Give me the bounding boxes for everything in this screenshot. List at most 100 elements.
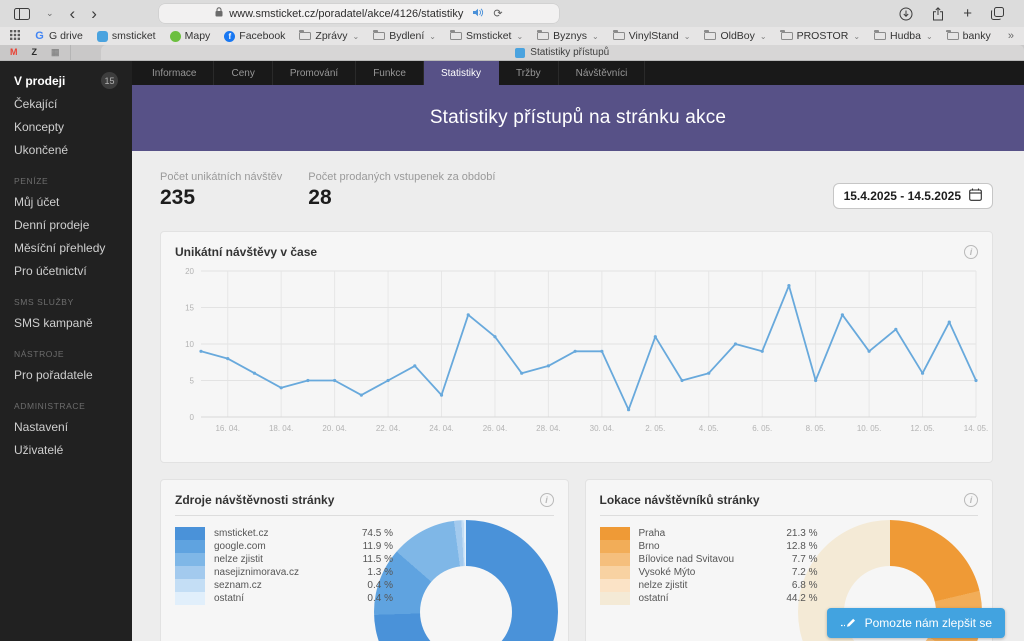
- sidebar-item-nastaven[interactable]: Nastavení: [0, 415, 132, 438]
- sidebar-item-label: Měsíční přehledy: [14, 240, 106, 255]
- info-icon[interactable]: i: [964, 493, 978, 507]
- downloads-icon[interactable]: [899, 7, 913, 21]
- new-tab-icon[interactable]: +: [963, 5, 972, 22]
- bookmark-byznys[interactable]: Byznys ⌄: [536, 30, 599, 42]
- legend-label: ostatní: [638, 593, 669, 604]
- bookmark-zpr-vy[interactable]: Zprávy ⌄: [299, 30, 359, 42]
- tab-informace[interactable]: Informace: [135, 61, 215, 85]
- legend-swatch: [599, 579, 630, 592]
- bookmark-g-drive[interactable]: G G drive: [34, 30, 83, 42]
- feedback-button[interactable]: Pomozte nám zlepšit se: [826, 608, 1005, 638]
- info-icon[interactable]: i: [539, 493, 554, 507]
- legend-label: nasejiznimorava.cz: [214, 567, 300, 578]
- sidebar-item-sms-kampan[interactable]: SMS kampaně: [0, 311, 132, 334]
- sidebar-item-m-j-et[interactable]: Můj účet: [0, 190, 132, 213]
- bookmark-facebook[interactable]: f Facebook: [224, 30, 285, 42]
- bookmark-label: Byznys: [553, 30, 588, 42]
- stat-unique-visits: Počet unikátních návštěv 235: [160, 171, 282, 210]
- tab-n-v-t-vn-ci[interactable]: Návštěvníci: [559, 61, 646, 85]
- sidebar-item-pro-etnictv[interactable]: Pro účetnictví: [0, 259, 132, 282]
- card-head: Zdroje návštěvnosti stránky i: [175, 493, 554, 516]
- legend-item-ostatn: ostatní 44.2 %: [599, 592, 818, 605]
- url-text: www.smsticket.cz/poradatel/akce/4126/sta…: [229, 7, 464, 20]
- chevron-down-icon[interactable]: ⌄: [46, 8, 54, 18]
- bookmark-bydlen[interactable]: Bydlení ⌄: [373, 30, 436, 42]
- reload-icon[interactable]: ⟳: [493, 8, 503, 20]
- tab-overview-icon[interactable]: [991, 7, 1004, 20]
- speaker-icon[interactable]: [473, 7, 484, 20]
- address-bar[interactable]: www.smsticket.cz/poradatel/akce/4126/sta…: [158, 4, 559, 23]
- legend-label: Praha: [638, 528, 666, 539]
- facebook-favicon: f: [224, 30, 236, 42]
- sidebar-item-ekaj-c[interactable]: Čekající: [0, 92, 132, 115]
- folder-icon: [946, 30, 959, 40]
- legend-label: Brno: [638, 541, 660, 552]
- sidebar-item-m-s-n-p-ehledy[interactable]: Měsíční přehledy: [0, 236, 132, 259]
- folder-icon: [873, 30, 887, 40]
- card-title: Zdroje návštěvnosti stránky: [175, 493, 335, 507]
- bookmark-oldboy[interactable]: OldBoy ⌄: [704, 30, 767, 42]
- stat-tickets-sold: Počet prodaných vstupenek za období 28: [308, 171, 495, 210]
- svg-text:6. 05.: 6. 05.: [752, 424, 772, 433]
- info-icon[interactable]: i: [964, 245, 978, 259]
- svg-text:24. 04.: 24. 04.: [429, 424, 453, 433]
- toolbar-left: ⌄ ‹ ›: [14, 5, 97, 22]
- tab-tr-by[interactable]: Tržby: [499, 61, 559, 85]
- legend-swatch: [175, 553, 205, 566]
- sidebar-item-label: Koncepty: [14, 119, 65, 134]
- legend-value: 44.2 %: [786, 593, 818, 604]
- bookmark-prostor[interactable]: PROSTOR ⌄: [780, 30, 861, 42]
- bookmark-smsticket[interactable]: Smsticket ⌄: [449, 30, 523, 42]
- sidebar-item-v-prodeji[interactable]: V prodeji 15: [0, 69, 132, 92]
- chevron-down-icon: ⌄: [429, 31, 436, 41]
- svg-text:20: 20: [185, 267, 194, 276]
- bookmark-mapy[interactable]: Mapy: [169, 30, 210, 42]
- toolbar-right: +: [899, 6, 1004, 21]
- bookmark-smsticket[interactable]: smsticket: [96, 30, 156, 42]
- notes-app-pinned-tab-icon[interactable]: ▦: [51, 47, 60, 57]
- svg-text:5: 5: [190, 377, 195, 386]
- bookmark-vinylstand[interactable]: VinylStand ⌄: [612, 30, 690, 42]
- count-badge: 15: [101, 72, 118, 89]
- sidebar-item-koncepty[interactable]: Koncepty: [0, 115, 132, 138]
- page-content: Počet unikátních návštěv 235 Počet proda…: [132, 151, 1024, 641]
- card-head: Lokace návštěvníků stránky i: [599, 493, 978, 516]
- browser-chrome: ⌄ ‹ › www.smsticket.cz/poradatel/akce/41…: [0, 0, 1024, 61]
- traffic-sources-donut: [373, 520, 558, 641]
- browser-tab-active[interactable]: Statistiky přístupů: [100, 45, 1024, 60]
- chevron-down-icon: ⌄: [853, 31, 861, 41]
- sidebar-item-denn-prodeje[interactable]: Denní prodeje: [0, 213, 132, 236]
- sidebar-section-pen-ze: PENÍZE: [14, 176, 49, 186]
- sidebar-section-n-stroje: NÁSTROJE: [14, 349, 65, 359]
- bookmarks-grid-icon[interactable]: [10, 29, 20, 43]
- stat-value: 235: [160, 186, 196, 209]
- sidebar-item-label: SMS kampaně: [14, 315, 93, 330]
- sidebar-item-label: Ukončené: [14, 142, 69, 157]
- bookmarks-overflow-icon[interactable]: »: [1007, 30, 1014, 42]
- share-icon[interactable]: [932, 6, 944, 21]
- bookmark-hudba[interactable]: Hudba ⌄: [873, 30, 933, 42]
- svg-text:16. 04.: 16. 04.: [215, 424, 239, 433]
- date-range-picker[interactable]: 15.4.2025 - 14.5.2025: [832, 183, 993, 209]
- sidebar-item-ukon-en[interactable]: Ukončené: [0, 138, 132, 161]
- gmail-pinned-tab-icon[interactable]: M: [10, 47, 18, 57]
- calendar-icon: [969, 188, 982, 204]
- bookmark-banky[interactable]: banky⌄: [946, 30, 994, 42]
- svg-text:14. 05.: 14. 05.: [964, 424, 988, 433]
- legend-swatch: [599, 553, 630, 566]
- forward-icon[interactable]: ›: [91, 4, 97, 23]
- legend-value: 74.5 %: [361, 528, 393, 539]
- back-icon[interactable]: ‹: [69, 4, 76, 23]
- bookmark-label: Smsticket: [465, 30, 512, 42]
- tab-funkce[interactable]: Funkce: [356, 61, 424, 85]
- mapy-favicon: [169, 30, 181, 42]
- z-app-pinned-tab-icon[interactable]: Z: [31, 47, 38, 57]
- tab-ceny[interactable]: Ceny: [214, 61, 273, 85]
- tab-promov-n[interactable]: Promování: [273, 61, 357, 85]
- sidebar-item-u-ivatel[interactable]: Uživatelé: [0, 438, 132, 461]
- sidebar-toggle-icon[interactable]: [14, 7, 30, 20]
- tab-statistiky[interactable]: Statistiky: [423, 61, 499, 85]
- sidebar-item-pro-po-adatele[interactable]: Pro pořadatele: [0, 363, 132, 386]
- svg-text:12. 05.: 12. 05.: [910, 424, 934, 433]
